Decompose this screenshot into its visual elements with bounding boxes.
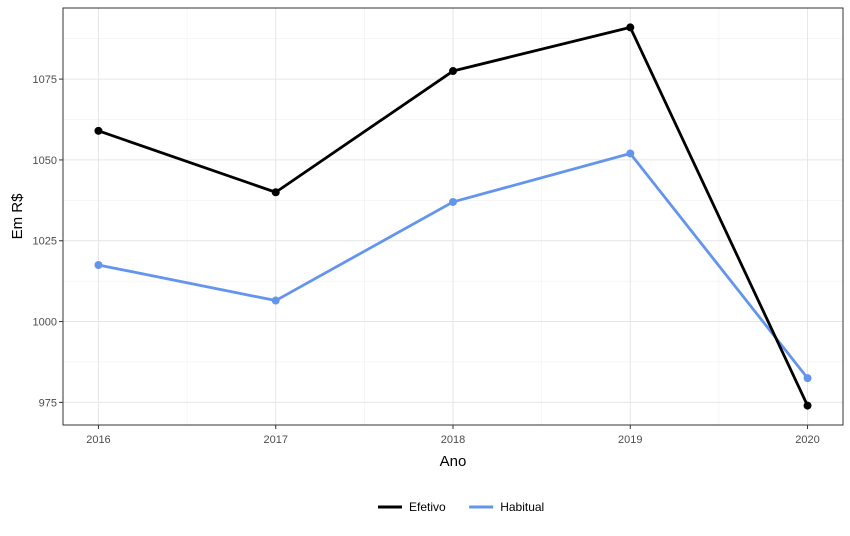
y-tick-label: 1050 <box>33 155 57 167</box>
data-point-habitual <box>803 374 812 383</box>
data-point-habitual <box>626 149 635 158</box>
y-tick-label: 1025 <box>33 236 57 248</box>
x-tick-label: 2017 <box>263 434 287 446</box>
series-layer <box>94 23 812 410</box>
data-point-habitual <box>449 197 457 206</box>
data-point-habitual <box>94 260 103 269</box>
data-point-habitual <box>271 296 280 305</box>
y-tick-label: 1000 <box>33 317 57 329</box>
legend-label-efetivo: Efetivo <box>409 500 446 514</box>
y-axis: 975 1000 1025 1050 1075 <box>33 74 63 409</box>
data-point-efetivo <box>271 188 280 197</box>
x-tick-label: 2016 <box>86 434 110 446</box>
data-point-efetivo <box>94 126 103 135</box>
y-axis-title: Em R$ <box>9 193 26 240</box>
data-point-efetivo <box>626 23 635 32</box>
data-point-efetivo <box>803 401 812 410</box>
legend: Efetivo Habitual <box>378 500 544 514</box>
grid-major <box>63 8 843 425</box>
y-tick-label: 1075 <box>33 74 57 86</box>
x-tick-label: 2019 <box>618 434 642 446</box>
legend-label-habitual: Habitual <box>500 500 544 514</box>
y-tick-label: 975 <box>39 397 57 409</box>
x-axis-title: Ano <box>440 453 467 470</box>
x-axis: 2016 2017 2018 2019 2020 <box>86 425 820 446</box>
data-point-efetivo <box>449 67 457 76</box>
x-tick-label: 2020 <box>795 434 819 446</box>
x-tick-label: 2018 <box>441 434 465 446</box>
